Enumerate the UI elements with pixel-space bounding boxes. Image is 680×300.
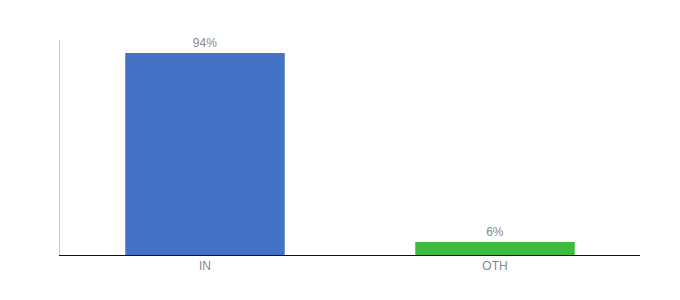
svg-text:IN: IN [199, 259, 211, 273]
svg-text:OTH: OTH [482, 259, 507, 273]
svg-text:6%: 6% [486, 225, 504, 239]
svg-text:94%: 94% [193, 36, 217, 50]
